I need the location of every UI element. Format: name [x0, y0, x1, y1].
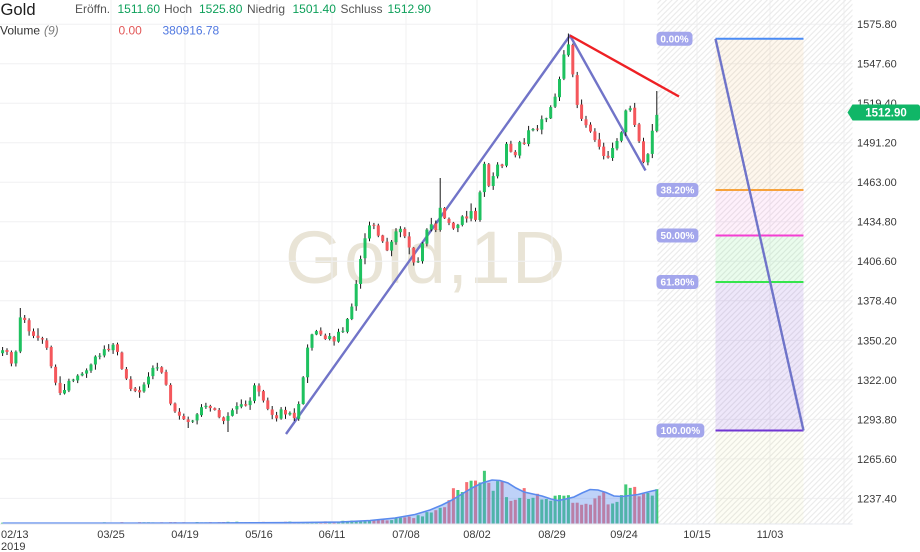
svg-text:1265.60: 1265.60: [857, 454, 897, 466]
svg-text:2019: 2019: [1, 541, 25, 552]
svg-text:Gold: Gold: [1, 0, 36, 19]
svg-text:1525.80: 1525.80: [199, 2, 243, 16]
svg-text:0.00%: 0.00%: [660, 35, 688, 46]
svg-text:10/15: 10/15: [683, 529, 711, 541]
svg-text:1512.90: 1512.90: [865, 108, 907, 120]
svg-text:1434.80: 1434.80: [857, 217, 897, 229]
svg-text:1293.80: 1293.80: [857, 414, 897, 426]
svg-text:61.80%: 61.80%: [661, 278, 695, 289]
svg-text:50.00%: 50.00%: [661, 231, 695, 242]
svg-text:02/13: 02/13: [1, 529, 29, 541]
svg-text:04/19: 04/19: [171, 529, 199, 541]
svg-text:1350.20: 1350.20: [857, 335, 897, 347]
svg-text:Hoch: Hoch: [164, 2, 192, 16]
svg-text:Eröffn.: Eröffn.: [75, 2, 110, 16]
svg-text:Niedrig: Niedrig: [247, 2, 285, 16]
svg-text:1512.90: 1512.90: [388, 2, 432, 16]
svg-text:Schluss: Schluss: [341, 2, 383, 16]
svg-text:07/08: 07/08: [392, 529, 420, 541]
svg-text:38.20%: 38.20%: [661, 186, 695, 197]
svg-text:06/11: 06/11: [319, 529, 346, 541]
svg-text:1463.00: 1463.00: [857, 177, 897, 189]
svg-text:1406.60: 1406.60: [857, 256, 897, 268]
svg-text:11/03: 11/03: [757, 529, 784, 541]
svg-text:1322.00: 1322.00: [857, 375, 897, 387]
svg-text:08/02: 08/02: [463, 529, 491, 541]
svg-text:0.00: 0.00: [119, 24, 143, 38]
svg-text:1378.40: 1378.40: [857, 296, 897, 308]
svg-text:1237.40: 1237.40: [857, 493, 897, 505]
svg-text:1575.80: 1575.80: [857, 19, 897, 31]
svg-text:09/24: 09/24: [610, 529, 638, 541]
svg-text:1491.20: 1491.20: [857, 138, 897, 150]
svg-text:100.00%: 100.00%: [661, 426, 701, 437]
svg-text:(9): (9): [44, 24, 59, 38]
svg-text:1501.40: 1501.40: [293, 2, 337, 16]
svg-text:380916.78: 380916.78: [163, 24, 220, 38]
svg-text:Volume: Volume: [0, 23, 40, 37]
svg-text:03/25: 03/25: [97, 529, 125, 541]
svg-text:1511.60: 1511.60: [118, 2, 161, 16]
svg-text:Gold,1D: Gold,1D: [285, 216, 567, 299]
svg-text:08/29: 08/29: [538, 529, 566, 541]
svg-text:1547.60: 1547.60: [857, 59, 897, 71]
svg-text:05/16: 05/16: [245, 529, 273, 541]
